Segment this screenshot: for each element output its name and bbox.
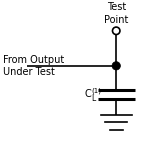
- Text: From Output
Under Test: From Output Under Test: [3, 55, 64, 77]
- Circle shape: [112, 27, 120, 35]
- Text: C: C: [84, 89, 91, 99]
- Text: L: L: [91, 94, 96, 103]
- Text: (1): (1): [91, 87, 101, 94]
- Circle shape: [112, 62, 120, 70]
- Text: Test
Point: Test Point: [104, 2, 128, 25]
